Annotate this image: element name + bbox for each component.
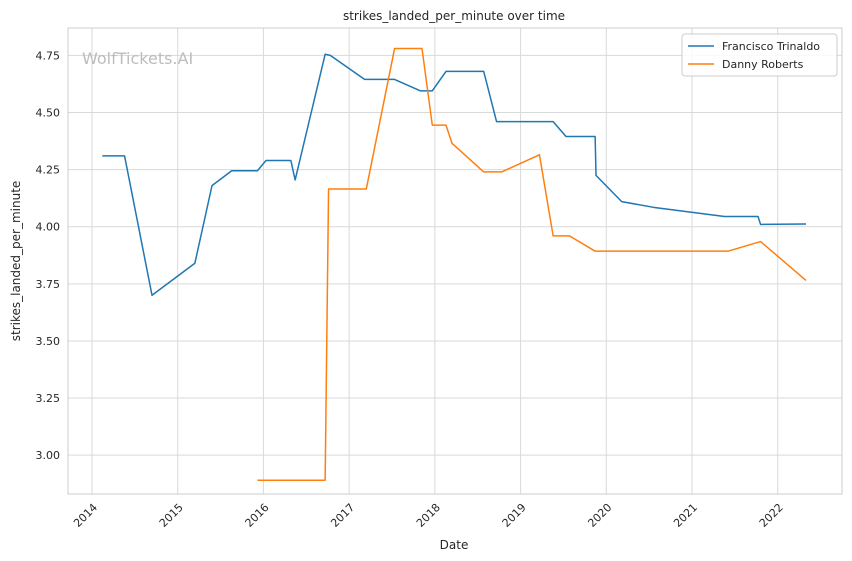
grid <box>68 28 842 494</box>
y-tick-label: 4.50 <box>36 107 61 120</box>
legend-label-danny-roberts: Danny Roberts <box>722 58 804 71</box>
y-tick-label: 3.50 <box>36 335 61 348</box>
chart-title: strikes_landed_per_minute over time <box>343 9 565 23</box>
series-line-francisco-trinaldo <box>102 53 807 297</box>
y-axis-label: strikes_landed_per_minute <box>9 181 23 342</box>
series-line-danny-roberts <box>257 47 807 482</box>
x-tick-label: 2018 <box>414 501 443 530</box>
legend-box <box>681 33 838 77</box>
plot-area-border <box>67 27 843 495</box>
x-tick-label: 2015 <box>157 501 186 530</box>
x-tick-label: 2022 <box>757 501 786 530</box>
watermark: WolfTickets.AI <box>82 49 193 68</box>
y-tick-label: 4.00 <box>36 221 61 234</box>
x-tick-label: 2016 <box>243 501 272 530</box>
y-tick-label: 3.00 <box>36 449 61 462</box>
x-tick-label: 2017 <box>328 501 357 530</box>
legend: Francisco Trinaldo Danny Roberts <box>681 33 838 77</box>
y-tick-label: 3.75 <box>36 278 61 291</box>
y-tick-label: 4.75 <box>36 49 61 62</box>
legend-label-francisco-trinaldo: Francisco Trinaldo <box>722 40 820 53</box>
x-axis-ticks: 2014 2015 2016 2017 2018 2019 2020 2021 2022 <box>71 501 786 530</box>
x-tick-label: 2020 <box>585 501 614 530</box>
x-tick-label: 2014 <box>71 501 100 530</box>
x-tick-label: 2019 <box>500 501 529 530</box>
x-tick-label: 2021 <box>671 501 700 530</box>
series-layer <box>102 47 807 482</box>
y-axis-ticks: 3.00 3.25 3.50 3.75 4.00 4.25 4.50 4.75 <box>36 49 61 462</box>
y-tick-label: 4.25 <box>36 164 61 177</box>
y-tick-label: 3.25 <box>36 392 61 405</box>
x-axis-label: Date <box>440 538 469 552</box>
